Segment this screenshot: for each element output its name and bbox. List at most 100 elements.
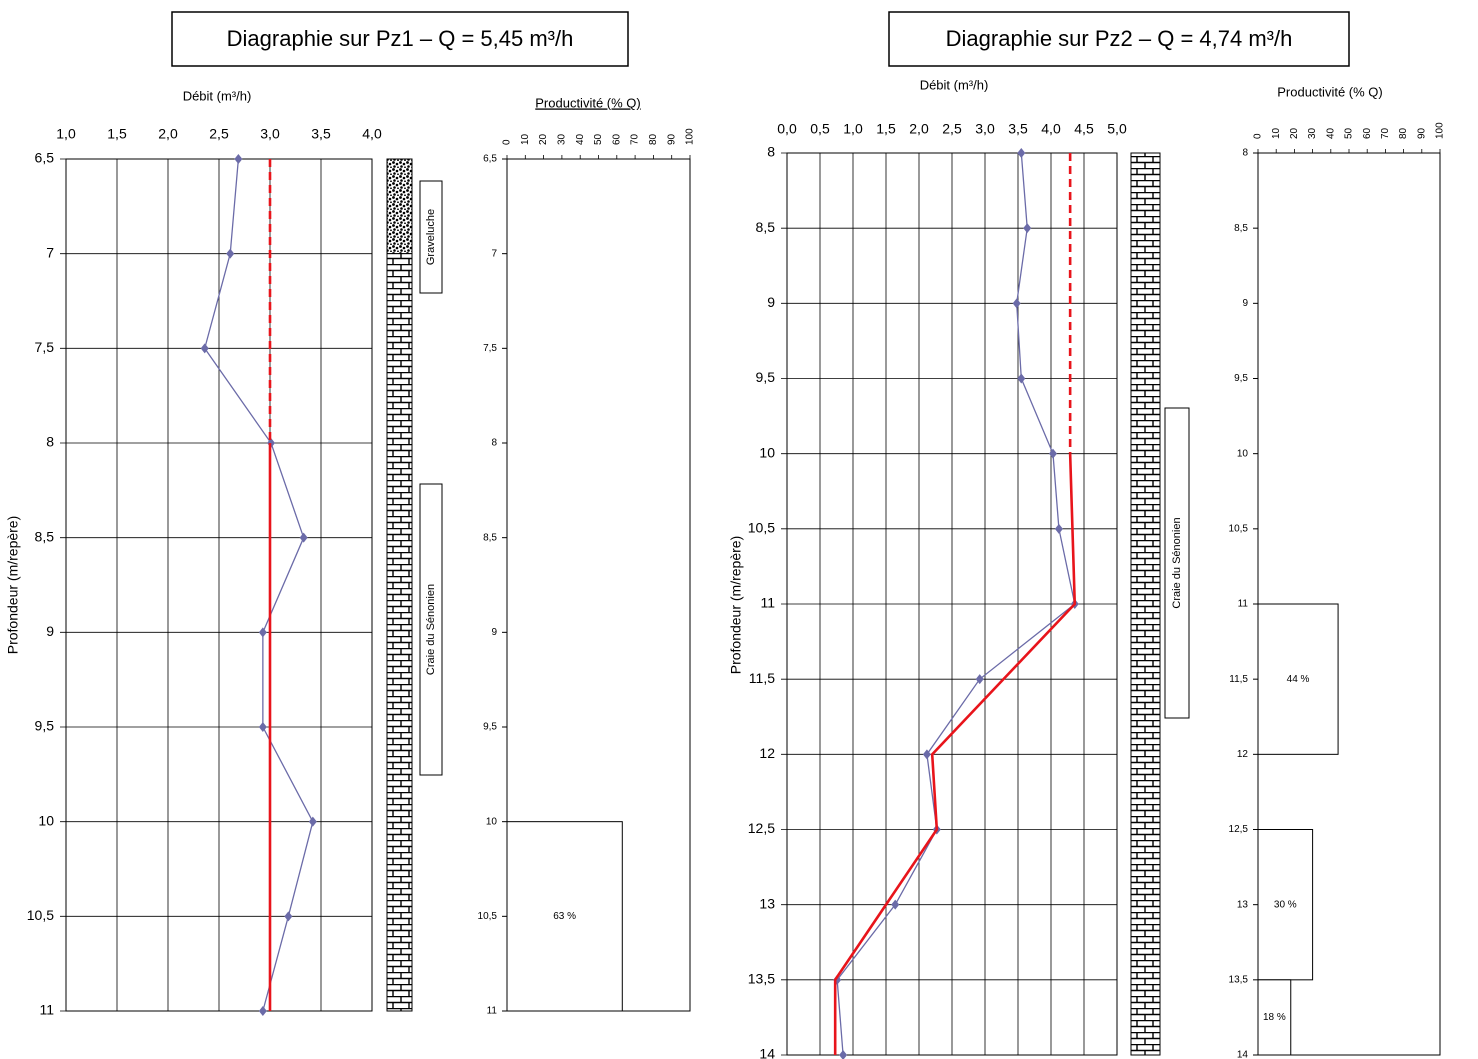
lithology-layer — [386, 158, 413, 255]
title-box — [888, 11, 1350, 67]
y-tick-label: 7,5 — [483, 343, 497, 354]
x-tick-label: 0 — [502, 139, 513, 145]
x-tick-label: 4,0 — [1041, 121, 1061, 137]
chart-title: Diagraphie sur Pz1 – Q = 5,45 m³/h — [227, 26, 574, 51]
y-tick-label: 14 — [759, 1046, 775, 1059]
x-tick-label: 3,5 — [1008, 121, 1028, 137]
data-point — [1023, 223, 1032, 234]
y-tick-label: 11,5 — [1229, 674, 1248, 685]
annotation-box — [419, 180, 443, 294]
chart-title: Diagraphie sur Pz2 – Q = 4,74 m³/h — [946, 26, 1293, 51]
data-point — [284, 911, 293, 922]
x-tick-label: 50 — [1344, 127, 1355, 139]
x-tick-label: 4,5 — [1074, 121, 1094, 137]
y-tick-label: 8,5 — [756, 219, 776, 235]
y-tick-label: 10,5 — [27, 907, 54, 923]
x-tick-label: 1,0 — [843, 121, 863, 137]
y-tick-label: 9,5 — [756, 369, 776, 385]
y-tick-label: 11 — [39, 1002, 54, 1018]
x-tick-label: 30 — [1307, 127, 1318, 139]
data-point — [922, 749, 931, 760]
value-label: 30 % — [1274, 899, 1297, 910]
x-tick-label: 100 — [1435, 122, 1446, 139]
y-tick-label: 8 — [767, 144, 775, 160]
y-tick-label: 9,5 — [483, 722, 497, 733]
data-point — [1017, 373, 1026, 384]
y-tick-label: 13 — [759, 895, 775, 911]
x-tick-label: 40 — [1325, 127, 1336, 139]
x-tick-label: 3,5 — [311, 126, 331, 142]
y-tick-label: 11 — [760, 595, 775, 611]
value-label: 18 % — [1263, 1012, 1286, 1023]
x-tick-label: 5,0 — [1107, 121, 1127, 137]
data-point — [1017, 148, 1026, 158]
y-tick-label: 13 — [1237, 899, 1249, 910]
y-tick-label: 8,5 — [483, 532, 497, 543]
x-tick-label: 1,0 — [56, 126, 76, 142]
y-tick-label: 12,5 — [1229, 824, 1249, 835]
y-tick-label: 6,5 — [483, 154, 497, 165]
series-line — [204, 158, 314, 1012]
y-tick-label: 10 — [38, 812, 54, 828]
data-point — [299, 532, 308, 543]
data-point — [258, 722, 267, 732]
x-tick-label: 80 — [648, 133, 659, 145]
lithology-layer — [386, 253, 413, 1012]
value-label: 63 % — [553, 911, 576, 922]
x-tick-label: 30 — [557, 133, 568, 145]
x-tick-label: 90 — [1416, 127, 1427, 139]
x-tick-label: 0 — [1253, 133, 1264, 139]
y-tick-label: 8,5 — [1234, 223, 1248, 234]
x-tick-label: 10 — [520, 133, 531, 145]
x-tick-label: 2,0 — [909, 121, 929, 137]
y-tick-label: 12 — [759, 745, 775, 761]
x-tick-label: 10 — [1271, 127, 1282, 139]
y-tick-label: 10 — [759, 444, 775, 460]
x-axis-label: Débit (m³/h) — [183, 88, 252, 103]
data-point — [234, 154, 243, 164]
x-tick-label: 50 — [593, 133, 604, 145]
x-tick-label: 90 — [666, 133, 677, 145]
x-tick-label: 1,5 — [876, 121, 896, 137]
y-tick-label: 9,5 — [1234, 373, 1248, 384]
x-tick-label: 60 — [1362, 127, 1373, 139]
y-tick-label: 9 — [491, 627, 497, 638]
y-tick-label: 8 — [46, 434, 54, 450]
data-point — [200, 343, 209, 354]
annotation: Craie du Sénonien — [1171, 517, 1183, 608]
x-tick-label: 3,0 — [975, 121, 995, 137]
y-tick-label: 10 — [1237, 448, 1249, 459]
y-tick-label: 6,5 — [35, 150, 55, 166]
x-tick-label: 80 — [1398, 127, 1409, 139]
value-label: 44 % — [1287, 674, 1310, 685]
annotation: Craie du Sénonien — [425, 584, 437, 675]
x-tick-label: 40 — [575, 133, 586, 145]
y-tick-label: 7 — [46, 244, 54, 260]
x-tick-label: 20 — [538, 133, 549, 145]
x-tick-label: 2,5 — [942, 121, 962, 137]
y-tick-label: 11 — [487, 1006, 498, 1017]
y-tick-label: 7,5 — [35, 339, 55, 355]
y-tick-label: 8 — [491, 438, 497, 449]
data-point — [258, 627, 267, 638]
bar — [506, 821, 623, 1012]
x-tick-label: 70 — [1380, 127, 1391, 139]
x-tick-label: 2,5 — [209, 126, 229, 142]
lithology-layer — [1130, 152, 1161, 1056]
data-point — [1012, 298, 1021, 309]
x-tick-label: 60 — [611, 133, 622, 145]
y-axis-label: Profondeur (m/repère) — [5, 516, 21, 655]
y-tick-label: 14 — [1237, 1050, 1249, 1059]
y-tick-label: 10 — [486, 816, 498, 827]
data-point — [975, 674, 984, 685]
y-tick-label: 13,5 — [1229, 974, 1249, 985]
x-tick-label: 2,0 — [158, 126, 178, 142]
y-tick-label: 10,5 — [1229, 523, 1249, 534]
data-point — [1054, 523, 1063, 534]
data-point — [1048, 448, 1057, 459]
y-tick-label: 13,5 — [748, 971, 775, 987]
title-box — [171, 11, 629, 67]
chart-title: Productivité (% Q) — [1277, 84, 1382, 99]
y-tick-label: 10,5 — [478, 911, 498, 922]
